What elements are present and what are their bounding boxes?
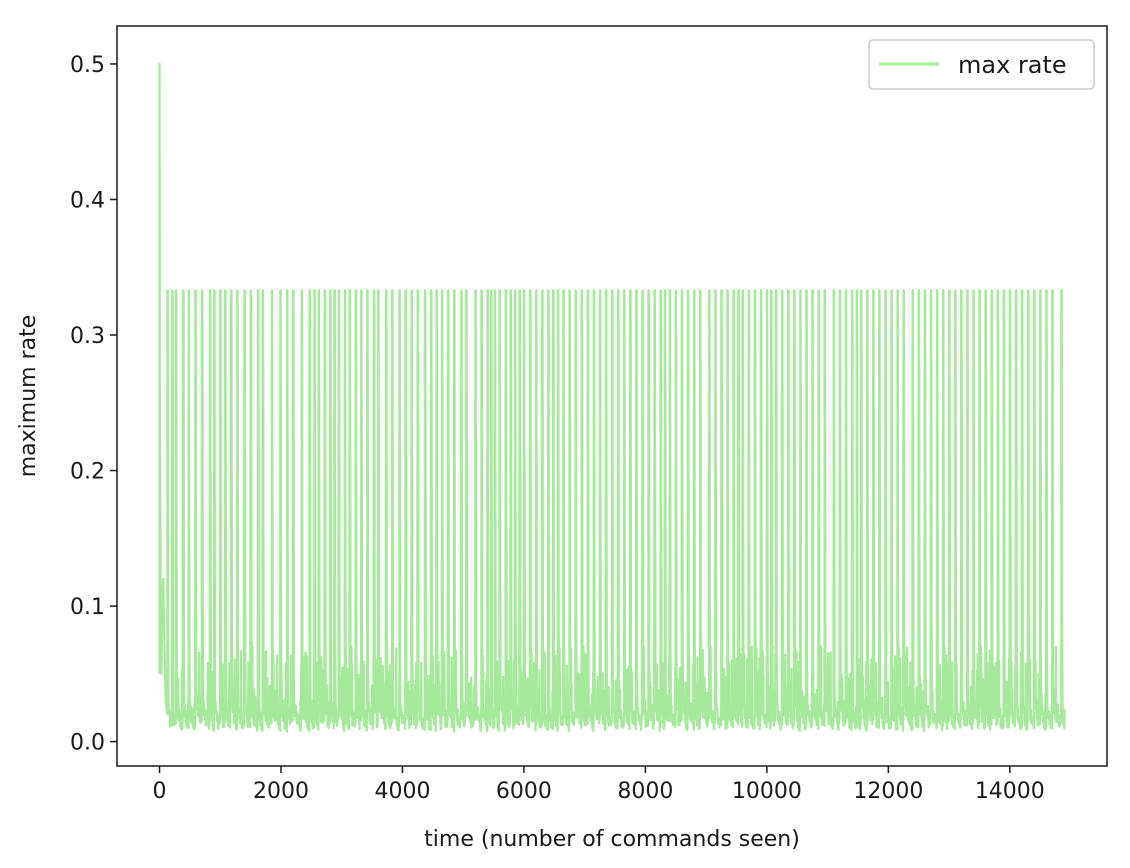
x-tick-label: 4000 <box>374 779 430 804</box>
y-tick-label: 0.2 <box>70 460 105 485</box>
legend-label-max-rate: max rate <box>958 51 1067 79</box>
x-tick-label: 2000 <box>253 779 309 804</box>
series-line-max-rate <box>158 62 1066 733</box>
y-tick-label: 0.1 <box>70 595 105 620</box>
x-tick-label: 0 <box>153 779 167 804</box>
plot-frame <box>116 25 1108 767</box>
y-tick-label: 0.0 <box>70 731 105 756</box>
y-axis-label: maximum rate <box>16 315 41 478</box>
legend: max rate <box>868 39 1095 90</box>
y-tick-label: 0.3 <box>70 324 105 349</box>
series-layer <box>158 62 1066 733</box>
x-tick-label: 8000 <box>617 779 673 804</box>
y-axis: 0.0 0.1 0.2 0.3 0.4 0.5 <box>70 53 117 756</box>
x-axis: 0 2000 4000 6000 8000 10000 12000 14000 <box>153 766 1045 804</box>
legend-box <box>868 39 1095 90</box>
y-tick-label: 0.5 <box>70 53 105 78</box>
x-axis-label: time (number of commands seen) <box>424 827 800 852</box>
y-tick-label: 0.4 <box>70 188 105 213</box>
x-tick-label: 12000 <box>853 779 923 804</box>
x-tick-label: 14000 <box>975 779 1045 804</box>
x-tick-label: 6000 <box>496 779 552 804</box>
x-tick-label: 10000 <box>732 779 802 804</box>
